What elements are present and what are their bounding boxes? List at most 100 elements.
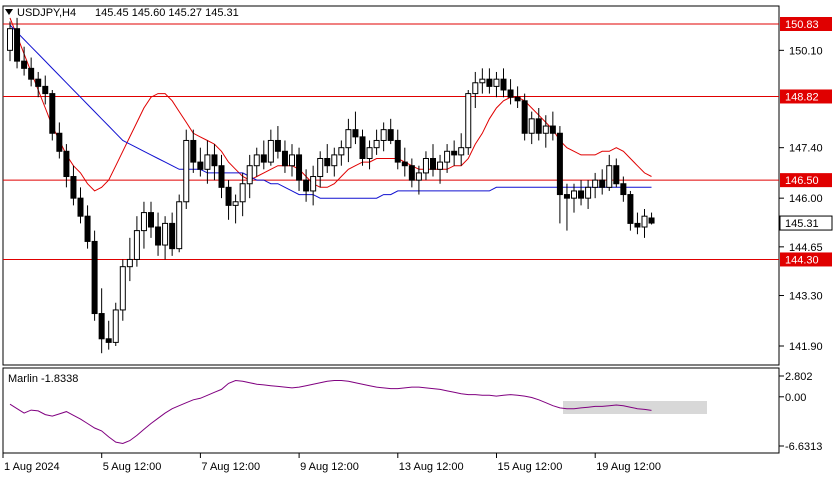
candle-body — [91, 240, 98, 315]
candle-body — [366, 147, 373, 159]
candle-14 — [105, 320, 112, 350]
level-badge — [780, 173, 832, 188]
candle-body — [317, 157, 324, 178]
candle-body — [162, 222, 169, 246]
oscillator-axis: 2.802 0.00 -6.6313 — [779, 371, 822, 453]
candle-body — [289, 154, 295, 167]
candle-17 — [126, 237, 133, 282]
candle-body — [521, 100, 528, 134]
candle-body — [253, 154, 260, 167]
candle-63 — [451, 140, 458, 166]
candle-65 — [465, 89, 472, 155]
candle-body — [408, 165, 415, 181]
candle-body — [105, 338, 112, 343]
candle-43 — [310, 165, 317, 206]
candle-69 — [493, 71, 500, 98]
candle-11 — [84, 205, 91, 249]
candle-18 — [133, 216, 140, 267]
candle-67 — [479, 68, 486, 94]
candle-body — [7, 28, 13, 51]
main-chart-frame — [2, 5, 780, 366]
candle-57 — [408, 158, 415, 188]
candle-body — [465, 93, 472, 149]
candle-body — [380, 129, 387, 141]
candle-body — [197, 161, 204, 170]
candle-body — [514, 96, 521, 102]
candle-81 — [578, 180, 585, 206]
level-badge-label: 144.30 — [785, 254, 819, 266]
candle-45 — [324, 144, 331, 173]
candle-body — [176, 201, 183, 250]
candle-44 — [317, 151, 324, 188]
candle-54 — [387, 118, 394, 145]
candle-body — [218, 165, 225, 188]
candle-88 — [627, 190, 634, 231]
candle-48 — [345, 118, 352, 163]
candle-36 — [260, 140, 267, 170]
candle-72 — [514, 86, 521, 109]
x-tick-label: 19 Aug 12:00 — [596, 461, 661, 473]
x-tick-label: 13 Aug 12:00 — [399, 461, 464, 473]
candle-body — [338, 147, 345, 156]
x-tick-label: 1 Aug 2024 — [4, 461, 60, 473]
candle-24 — [176, 194, 183, 253]
x-tick-label: 9 Aug 12:00 — [300, 461, 359, 473]
marlin-oscillator-line — [9, 379, 652, 445]
candle-29 — [211, 144, 218, 181]
support-resistance-levels — [3, 23, 779, 260]
candle-body — [211, 154, 218, 167]
candle-body — [479, 78, 486, 84]
candle-body — [112, 309, 119, 343]
candle-6 — [49, 89, 56, 141]
level-badge — [780, 17, 832, 31]
candle-4 — [35, 71, 42, 98]
candle-body — [190, 139, 197, 163]
candle-75 — [535, 108, 542, 141]
y-tick-label: 150.10 — [789, 45, 823, 57]
candle-body — [310, 176, 317, 192]
candle-8 — [63, 144, 70, 188]
candle-body — [49, 93, 56, 134]
candle-73 — [521, 93, 528, 141]
candle-body — [641, 215, 648, 228]
candle-71 — [507, 79, 514, 105]
red-moving-average-line — [9, 17, 652, 192]
candle-body — [437, 161, 444, 170]
candle-body — [42, 85, 49, 95]
candle-5 — [42, 75, 49, 105]
time-axis: 1 Aug 2024 5 Aug 12:00 7 Aug 12:00 9 Aug 12… — [2, 453, 661, 473]
candle-body — [296, 154, 303, 181]
candle-body — [119, 266, 126, 311]
candle-body — [239, 183, 246, 203]
candle-body — [430, 157, 436, 170]
candle-91 — [648, 212, 655, 225]
candle-76 — [542, 115, 549, 148]
candle-52 — [373, 129, 380, 155]
candle-82 — [585, 180, 592, 209]
y-tick-label: 141.90 — [789, 341, 823, 353]
candle-body — [98, 313, 105, 340]
oscillator-label: Marlin -1.8338 — [8, 373, 78, 385]
candle-3 — [28, 57, 35, 87]
level-badge-label: 150.83 — [785, 19, 819, 31]
candle-body — [422, 157, 429, 174]
y-tick-label: 143.30 — [789, 291, 823, 303]
candle-body — [634, 222, 641, 228]
level-badge — [780, 252, 832, 267]
candle-body — [606, 165, 613, 188]
candle-body — [260, 154, 267, 163]
candle-body — [126, 258, 133, 268]
candle-10 — [77, 187, 84, 224]
candle-body — [56, 132, 63, 152]
candle-83 — [592, 172, 599, 199]
candle-1 — [14, 17, 21, 69]
candle-89 — [634, 212, 641, 235]
y-tick-label: 146.00 — [789, 193, 823, 205]
candle-body — [542, 125, 549, 134]
candle-body — [324, 157, 331, 167]
chevron-down-icon[interactable] — [5, 9, 13, 15]
candle-body — [204, 154, 211, 170]
candle-61 — [437, 154, 444, 184]
candle-23 — [169, 212, 176, 256]
candle-50 — [359, 129, 366, 166]
